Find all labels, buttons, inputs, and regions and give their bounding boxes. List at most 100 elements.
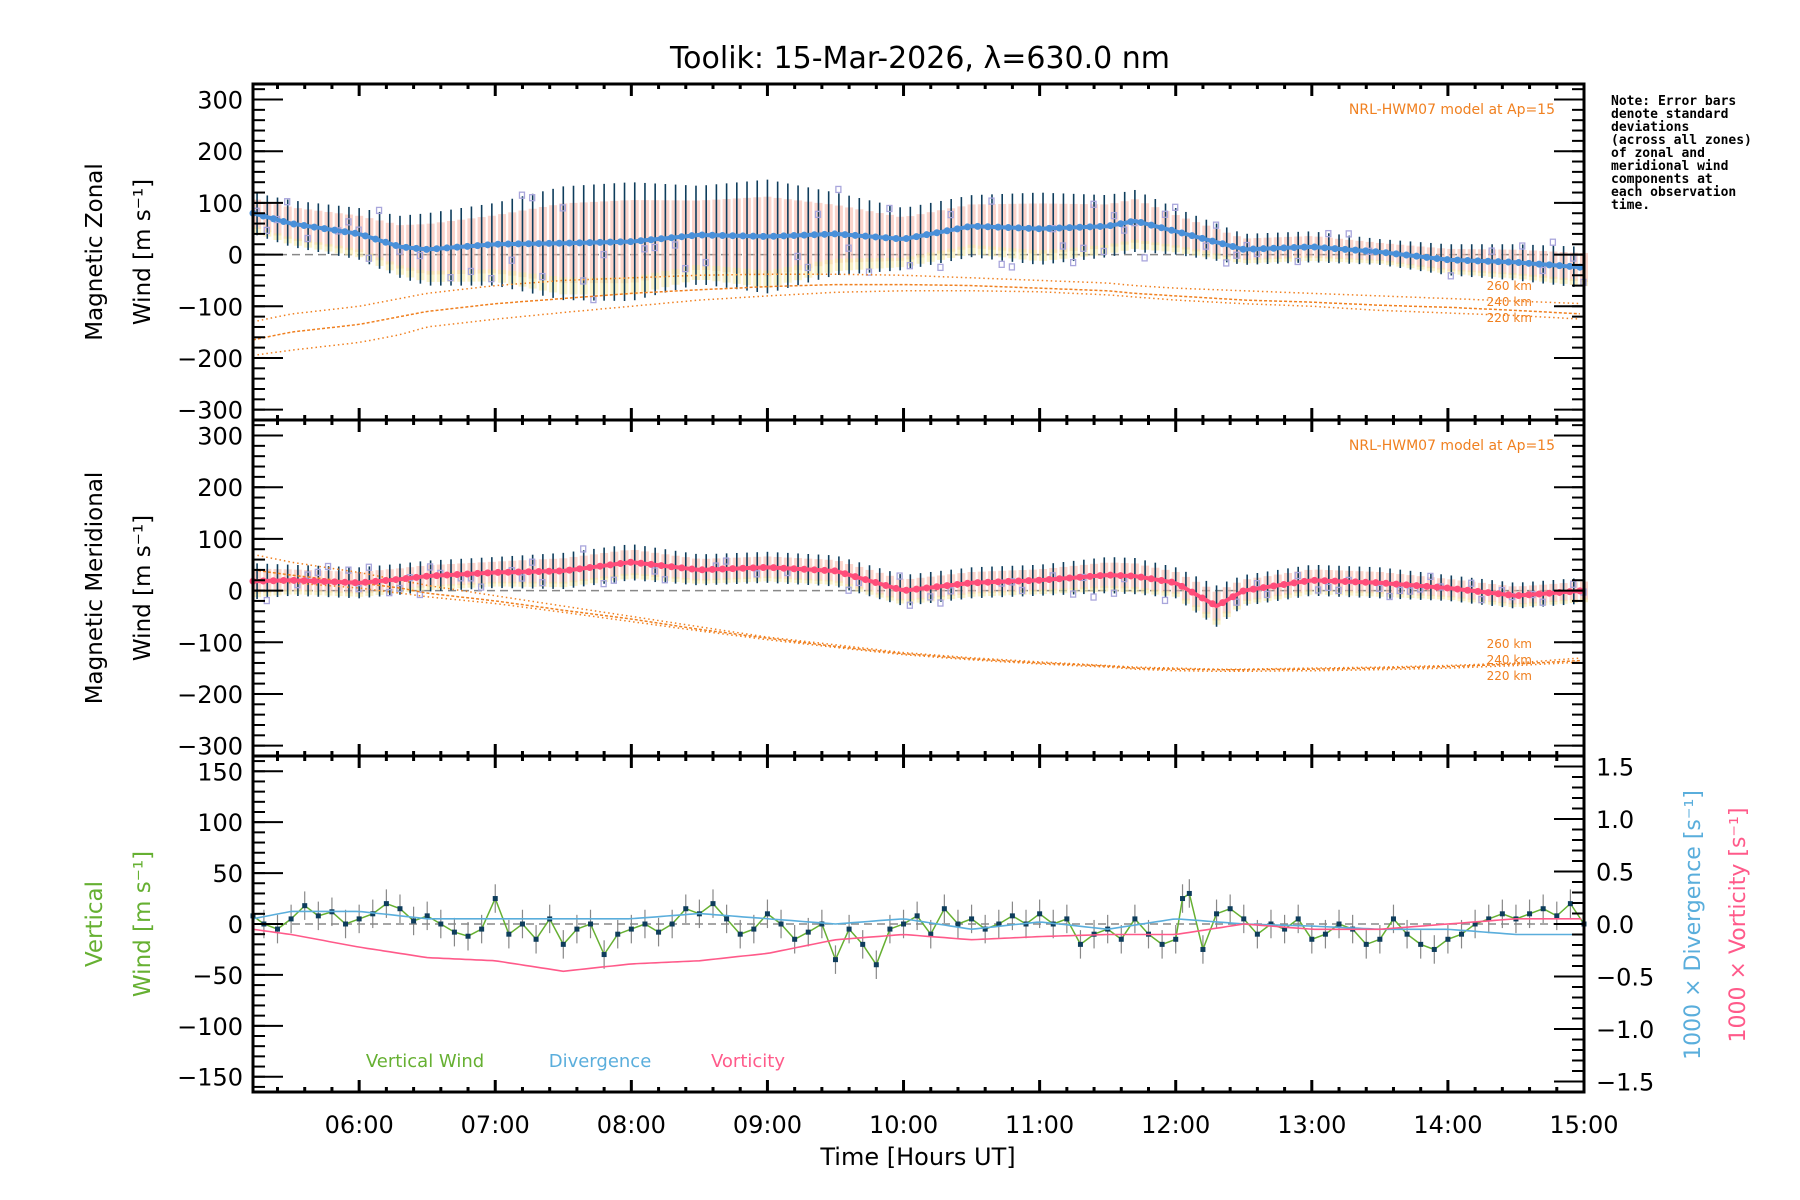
zonal-zone-point [988,197,995,205]
meridional-zone-point [477,583,485,591]
zonal-mean-point [1392,250,1400,258]
meridional-y-tick-label: 200 [197,474,243,502]
meridional-zone-point [1468,579,1475,587]
vertical-wind-point [1431,946,1437,952]
meridional-y-tick-label: −100 [177,629,243,657]
zonal-mean-point [586,239,594,247]
zonal-mean-point [627,238,635,246]
meridional-mean-point [1270,582,1278,590]
meridional-mean-point [1229,593,1237,601]
zonal-mean-point [1239,245,1247,253]
x-tick-label: 11:00 [1005,1111,1074,1139]
meridional-y-tick-label: 100 [197,526,243,554]
zonal-mean-point [1525,259,1533,267]
zonal-mean-point [361,232,369,240]
vertical-wind-point [1037,911,1043,917]
vertical-wind-point [1295,916,1301,922]
vertical-wind-point [1227,906,1233,912]
zonal-zone-point [886,204,893,213]
meridional-mean-point [555,567,563,575]
meridional-mean-point [1372,579,1380,587]
meridional-zone-point [1161,596,1169,605]
zonal-mean-point [1004,224,1012,232]
zonal-mean-point [1096,222,1104,230]
meridional-mean-point [1494,590,1502,598]
vertical-wind-point [846,926,852,932]
note-line: of zonal and [1611,146,1705,161]
meridional-mean-point [1362,578,1370,586]
zonal-zone-point [651,243,658,252]
meridional-zone-point [651,567,658,575]
meridional-mean-point [494,568,502,576]
meridional-mean-point [1443,584,1451,592]
zonal-zone-point [580,277,587,285]
meridional-mean-point [586,564,594,572]
zonal-mean-point [382,238,390,246]
meridional-mean-point [882,581,890,589]
meridional-mean-point [1096,572,1104,580]
meridional-model-label: NRL-HWM07 model at Ap=15 [1349,438,1555,454]
legend-item-vertical-wind: Vertical Wind [366,1051,484,1072]
zonal-zone-point [682,264,689,273]
meridional-mean-point [616,560,624,568]
meridional-mean-point [392,576,400,584]
vertical-wind-point [1309,936,1315,942]
zonal-mean-point [280,218,288,226]
vertical-wind-point [1567,901,1573,907]
x-tick-label: 12:00 [1141,1111,1210,1139]
meridional-zone-point [947,587,954,595]
vertical-wind-point [1180,896,1186,902]
zonal-mean-point [1280,244,1288,252]
zonal-mean-point [902,235,910,243]
zonal-model-altitude-label: 220 km [1487,311,1532,325]
zonal-mean-point [412,244,420,252]
zonal-mean-point [749,232,757,240]
meridional-zone-point [1233,598,1240,606]
meridional-zone-point [1263,590,1271,599]
zonal-zone-point [416,251,424,260]
meridional-zone-point [580,545,587,553]
zonal-mean-point [1382,249,1390,257]
vertical-wind-point [901,921,907,927]
zonal-mean-point [443,244,451,252]
x-tick-label: 10:00 [869,1111,938,1139]
zonal-mean-point [800,231,808,239]
meridional-zone-point [906,601,913,609]
note-line: (across all zones) [1611,133,1752,148]
zonal-mean-point [719,231,727,239]
meridional-mean-point [1341,578,1349,586]
meridional-mean-point [1178,582,1186,590]
meridional-mean-point [902,586,910,594]
meridional-mean-point [1402,581,1410,589]
zonal-mean-point [974,222,982,230]
meridional-mean-point [545,567,553,575]
zonal-mean-point [423,245,431,253]
zonal-mean-point [1188,232,1196,240]
zonal-mean-point [1474,257,1482,265]
meridional-mean-point [1464,586,1472,594]
vertical-wind-point [860,941,866,947]
vertical-wind-point [1200,946,1206,952]
zonal-model-curve [252,283,1580,341]
meridional-mean-point [474,569,482,577]
meridional-zone-point [518,574,526,582]
zonal-y-tick-label: 300 [197,87,243,115]
vertical-wind-point [969,916,975,922]
vertical-wind-point [601,952,607,958]
vertical-wind-point [832,957,838,963]
vertical-wind-point [1540,906,1546,912]
zonal-mean-point [953,225,961,233]
vertical-y-tick-label: −50 [192,962,243,990]
zonal-mean-point [1464,257,1472,265]
zonal-mean-point [1290,244,1298,252]
meridional-mean-point [1300,577,1308,585]
vertical-wind-point [683,906,689,912]
meridional-mean-point [1127,572,1135,580]
zonal-mean-point [1321,244,1329,252]
vertical-y-tick-label: 100 [197,809,243,837]
vertical-wind-point [1363,941,1369,947]
zonal-mean-point [1556,262,1564,270]
vertical-wind-point [479,926,485,932]
legend-item-divergence: Divergence [549,1051,652,1072]
meridional-mean-point [851,573,859,581]
